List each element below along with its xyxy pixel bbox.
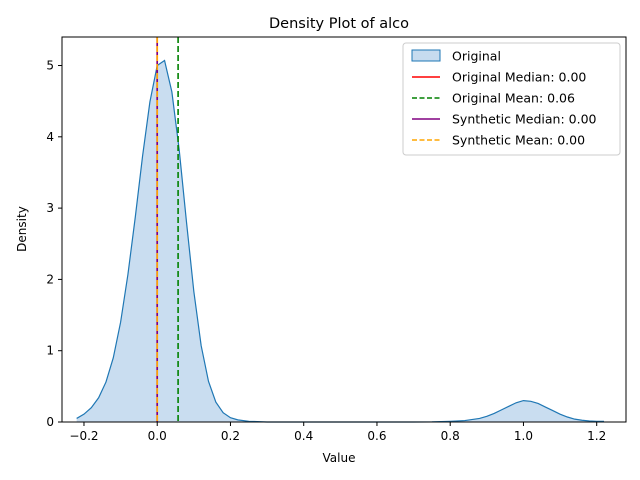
x-tick-label: −0.2 <box>69 429 98 443</box>
legend-label: Synthetic Mean: 0.00 <box>452 133 585 148</box>
legend-box <box>402 42 621 156</box>
y-tick-label: 2 <box>46 272 54 286</box>
x-tick-label: 1.2 <box>587 429 606 443</box>
x-tick-label: 0.8 <box>441 429 460 443</box>
legend-label: Synthetic Median: 0.00 <box>452 112 597 127</box>
plot-frame <box>61 36 627 423</box>
x-tick-label: 0.4 <box>294 429 313 443</box>
y-tick-label: 0 <box>46 415 54 429</box>
legend-label: Original Mean: 0.06 <box>452 91 575 106</box>
legend-label: Original Median: 0.00 <box>452 70 586 85</box>
axes: −0.2 0.0 0.2 0.4 0.6 0.8 1.0 1.2 0 1 2 3 4 5 <box>46 36 627 443</box>
y-tick-label: 3 <box>46 201 54 215</box>
x-tick-label: 0.0 <box>148 429 167 443</box>
y-tick-label: 1 <box>46 344 54 358</box>
chart-title: Density Plot of alco <box>269 16 409 32</box>
x-tick-label: 0.6 <box>367 429 386 443</box>
y-tick-label: 4 <box>46 130 54 144</box>
x-tick-label: 1.0 <box>514 429 533 443</box>
legend-label: Original <box>452 49 501 64</box>
y-tick-label: 5 <box>46 59 54 73</box>
y-axis-label: Density <box>15 206 29 252</box>
legend-swatch-original <box>411 49 441 62</box>
density-area <box>76 60 605 422</box>
x-tick-label: 0.2 <box>221 429 240 443</box>
x-axis-label: Value <box>323 451 356 465</box>
legend: Original Original Median: 0.00 Original Me… <box>402 42 621 156</box>
